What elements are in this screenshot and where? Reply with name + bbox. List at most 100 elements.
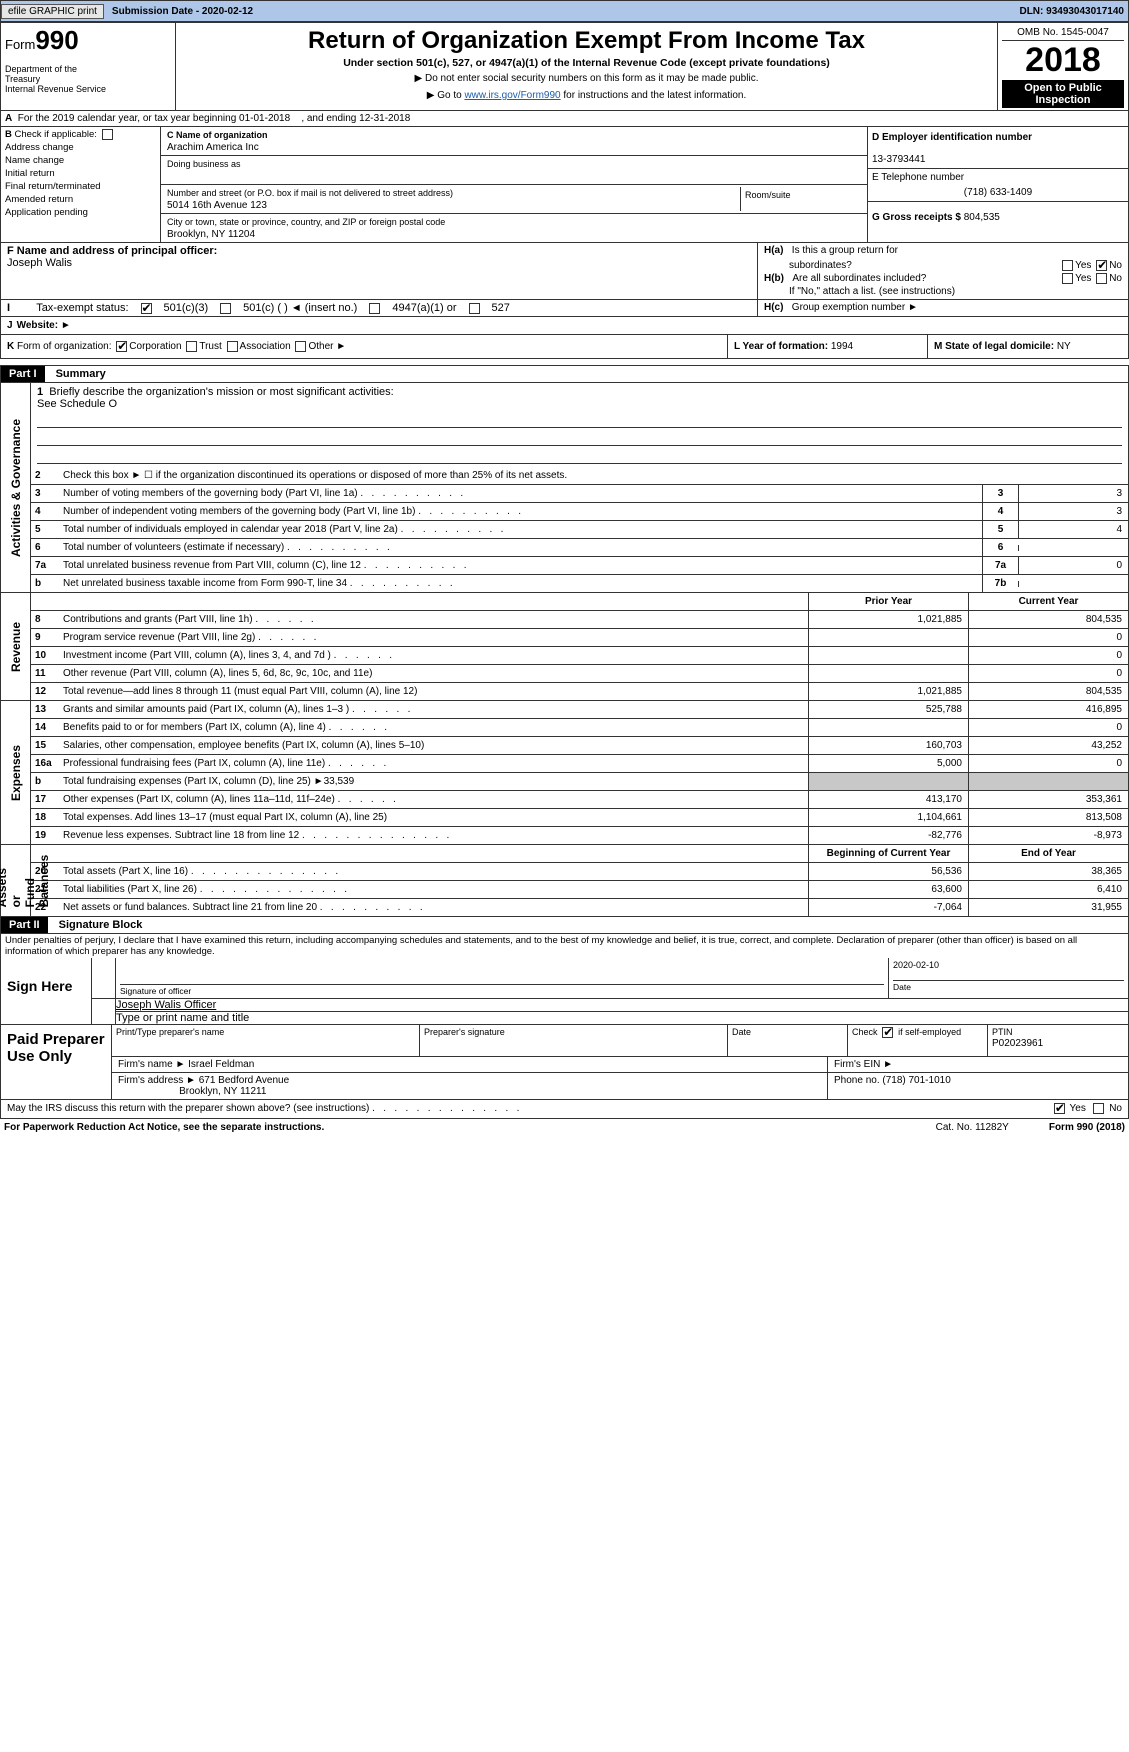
paperwork-notice: For Paperwork Reduction Act Notice, see … — [4, 1122, 324, 1133]
prior-year-header: Prior Year — [808, 593, 968, 610]
table-row: 17Other expenses (Part IX, column (A), l… — [31, 790, 1128, 808]
net-header-row: Beginning of Current Year End of Year — [31, 845, 1128, 862]
section-b-checkboxes: B Check if applicable: Address change Na… — [1, 127, 161, 242]
firm-ein-label: Firm's EIN ► — [834, 1059, 893, 1070]
preparer-row-firm: Firm's name ► Israel Feldman Firm's EIN … — [112, 1057, 1128, 1073]
table-row: 12Total revenue—add lines 8 through 11 (… — [31, 682, 1128, 700]
part-i-bar: Part I — [1, 366, 45, 382]
section-i-hc: I Tax-exempt status: 501(c)(3) 501(c) ( … — [0, 300, 1129, 317]
section-i-tax-exempt: I Tax-exempt status: 501(c)(3) 501(c) ( … — [1, 300, 758, 316]
section-fh: F Name and address of principal officer:… — [0, 243, 1129, 300]
opt-application-pending: Application pending — [5, 207, 156, 218]
form-subtitle-2: ▶ Do not enter social security numbers o… — [180, 73, 993, 84]
irs-link[interactable]: www.irs.gov/Form990 — [464, 90, 560, 101]
room-label: Room/suite — [745, 190, 791, 200]
opt-final-return: Final return/terminated — [5, 181, 156, 192]
4947-checkbox[interactable] — [369, 303, 380, 314]
section-c-org-info: C Name of organization Arachim America I… — [161, 127, 868, 242]
part-ii-bar: Part II — [1, 917, 48, 933]
state-of-domicile: NY — [1057, 341, 1071, 352]
table-row: 20Total assets (Part X, line 16)56,53638… — [31, 862, 1128, 880]
eoy-header: End of Year — [968, 845, 1128, 862]
opt-initial-return: Initial return — [5, 168, 156, 179]
form-title: Return of Organization Exempt From Incom… — [180, 27, 993, 55]
check-address-change[interactable] — [102, 129, 113, 140]
principal-officer-name: Joseph Walis — [7, 257, 72, 269]
firm-addr2: Brooklyn, NY 11211 — [179, 1086, 266, 1097]
table-row: 14Benefits paid to or for members (Part … — [31, 718, 1128, 736]
city-label: City or town, state or province, country… — [167, 217, 445, 227]
501c3-checkbox[interactable] — [141, 303, 152, 314]
preparer-name-field[interactable]: Print/Type preparer's name — [112, 1025, 420, 1056]
side-revenue: Revenue — [1, 593, 31, 700]
k-assoc-checkbox[interactable] — [227, 341, 238, 352]
preparer-row-addr: Firm's address ► 671 Bedford Avenue Broo… — [112, 1073, 1128, 1099]
table-row: 18Total expenses. Add lines 13–17 (must … — [31, 808, 1128, 826]
opt-amended-return: Amended return — [5, 194, 156, 205]
side-expenses: Expenses — [1, 701, 31, 844]
table-row: bTotal fundraising expenses (Part IX, co… — [31, 772, 1128, 790]
section-j-website: JWebsite: ► — [0, 317, 1129, 335]
gov-line-3: 3Number of voting members of the governi… — [31, 484, 1128, 502]
k-trust-checkbox[interactable] — [186, 341, 197, 352]
hb-yes-checkbox[interactable] — [1062, 273, 1073, 284]
ptin-value: P02023961 — [992, 1038, 1043, 1049]
section-bcdefg: B Check if applicable: Address change Na… — [0, 127, 1129, 243]
opt-address-change: Address change — [5, 142, 156, 153]
cat-number: Cat. No. 11282Y — [936, 1122, 1009, 1133]
signature-field[interactable]: Signature of officer — [116, 958, 888, 998]
phone-value: (718) 633-1409 — [872, 187, 1124, 198]
ein-value: 13-3793441 — [872, 154, 925, 165]
efile-button[interactable]: efile GRAPHIC print — [1, 4, 104, 19]
form-subtitle-1: Under section 501(c), 527, or 4947(a)(1)… — [180, 57, 993, 69]
form-number: Form990 — [5, 25, 171, 56]
preparer-signature-field[interactable]: Preparer's signature — [420, 1025, 728, 1056]
line-2-checkbox: 2Check this box ► ☐ if the organization … — [31, 467, 1128, 484]
firm-addr1: 671 Bedford Avenue — [199, 1075, 289, 1086]
page-footer: For Paperwork Reduction Act Notice, see … — [0, 1119, 1129, 1136]
firm-phone-value: (718) 701-1010 — [882, 1075, 950, 1086]
tax-year: 2018 — [1002, 41, 1124, 80]
side-net-assets: Net Assets or Fund Balances — [1, 845, 31, 916]
preparer-date-field[interactable]: Date — [728, 1025, 848, 1056]
table-row: 13Grants and similar amounts paid (Part … — [31, 701, 1128, 718]
527-checkbox[interactable] — [469, 303, 480, 314]
paid-preparer-label: Paid Preparer Use Only — [1, 1025, 111, 1099]
discuss-yes-checkbox[interactable] — [1054, 1103, 1065, 1114]
gross-receipts-value: 804,535 — [964, 212, 1000, 223]
ha-no-checkbox[interactable] — [1096, 260, 1107, 271]
table-row: 22Net assets or fund balances. Subtract … — [31, 898, 1128, 916]
dln-label: DLN: 93493043017140 — [1019, 6, 1128, 17]
top-toolbar: efile GRAPHIC print Submission Date - 20… — [0, 0, 1129, 22]
org-name: Arachim America Inc — [167, 142, 861, 153]
k-other-checkbox[interactable] — [295, 341, 306, 352]
year-of-formation: 1994 — [831, 341, 853, 352]
side-governance: Activities & Governance — [1, 383, 31, 592]
line-1-briefly: 1 Briefly describe the organization's mi… — [31, 383, 1128, 467]
discuss-with-preparer: May the IRS discuss this return with the… — [0, 1100, 1129, 1118]
phone-label: E Telephone number — [872, 172, 964, 183]
part-i-container: Part I Summary Activities & Governance 1… — [0, 365, 1129, 917]
k-corp-checkbox[interactable] — [116, 341, 127, 352]
form-subtitle-3: ▶ Go to www.irs.gov/Form990 for instruct… — [180, 90, 993, 101]
hb-no-checkbox[interactable] — [1096, 273, 1107, 284]
ha-yes-checkbox[interactable] — [1062, 260, 1073, 271]
discuss-no-checkbox[interactable] — [1093, 1103, 1104, 1114]
signature-of-officer-label: Signature of officer — [120, 984, 884, 996]
mission-value: See Schedule O — [37, 398, 117, 410]
open-to-public-badge: Open to Public Inspection — [1002, 80, 1124, 108]
501c-checkbox[interactable] — [220, 303, 231, 314]
signature-block: Sign Here Signature of officer 2020-02-1… — [0, 958, 1129, 1025]
self-employed-checkbox[interactable] — [882, 1027, 893, 1038]
street-value: 5014 16th Avenue 123 — [167, 200, 740, 211]
perjury-statement: Under penalties of perjury, I declare th… — [0, 934, 1129, 958]
gov-line-5: 5Total number of individuals employed in… — [31, 520, 1128, 538]
table-row: 21Total liabilities (Part X, line 26)63,… — [31, 880, 1128, 898]
gov-line-7a: 7aTotal unrelated business revenue from … — [31, 556, 1128, 574]
dba-label: Doing business as — [167, 159, 241, 169]
submission-date-label: Submission Date - 2020-02-12 — [108, 6, 257, 17]
sig-date-label: Date — [893, 980, 1124, 992]
section-a-calendar-year: A For the 2019 calendar year, or tax yea… — [0, 111, 1129, 127]
firm-name-value: Israel Feldman — [188, 1059, 254, 1070]
preparer-row-1: Print/Type preparer's name Preparer's si… — [112, 1025, 1128, 1057]
